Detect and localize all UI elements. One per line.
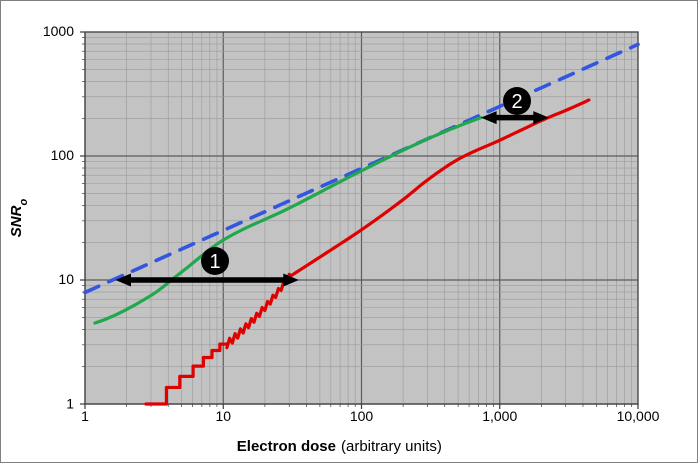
svg-text:1000: 1000 <box>43 23 74 39</box>
svg-text:1: 1 <box>81 408 89 424</box>
svg-text:100: 100 <box>51 147 75 163</box>
svg-text:Electron dose: Electron dose <box>237 438 336 455</box>
svg-text:10: 10 <box>215 408 231 424</box>
svg-text:2: 2 <box>511 91 522 113</box>
svg-text:10,000: 10,000 <box>617 408 660 424</box>
svg-text:1: 1 <box>66 396 74 412</box>
svg-text:SNRo: SNRo <box>8 199 30 238</box>
svg-text:1,000: 1,000 <box>482 408 517 424</box>
svg-text:1: 1 <box>209 251 220 273</box>
svg-text:100: 100 <box>350 408 374 424</box>
svg-text:10: 10 <box>58 271 74 287</box>
svg-text:(arbitrary units): (arbitrary units) <box>341 438 442 455</box>
